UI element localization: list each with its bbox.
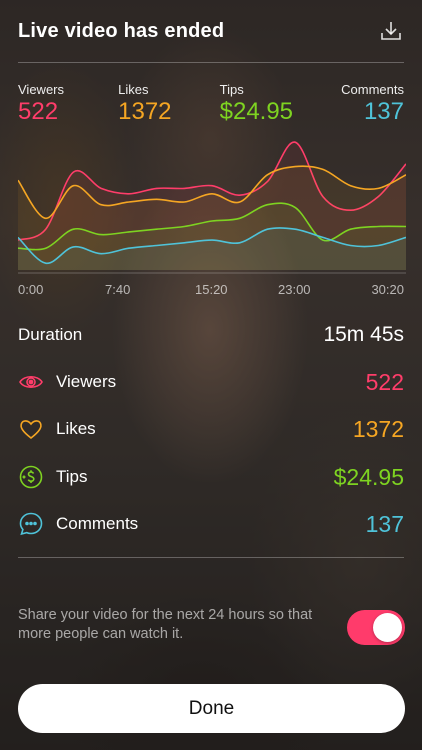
series-line-tips xyxy=(18,202,406,251)
stat-label: Viewers xyxy=(18,82,65,97)
metric-label: Likes xyxy=(56,419,96,438)
series-area-likes xyxy=(18,166,406,270)
metric-row-tips: Tips $24.95 xyxy=(18,462,404,492)
header-divider xyxy=(18,62,404,63)
duration-value: 15m 45s xyxy=(323,323,404,346)
metric-value: $24.95 xyxy=(333,463,404,490)
metrics-divider xyxy=(18,557,404,558)
metric-label: Viewers xyxy=(56,372,117,391)
stat-label: Tips xyxy=(219,82,244,97)
stat-value: 522 xyxy=(18,98,59,125)
series-area-viewers xyxy=(18,142,406,270)
metric-value: 522 xyxy=(365,368,404,395)
metric-row-comments: Comments 137 xyxy=(18,509,404,539)
header: Live video has ended xyxy=(18,14,404,48)
share-description: Share your video for the next 24 hours s… xyxy=(18,607,313,642)
chart-svg xyxy=(18,141,406,274)
series-line-comments xyxy=(18,227,406,265)
stat-viewers: Viewers 522 xyxy=(18,82,64,126)
metric-row-viewers: Viewers 522 xyxy=(18,367,404,397)
stat-value: 1372 xyxy=(118,98,172,125)
done-button[interactable]: Done xyxy=(18,684,405,733)
stat-value: $24.95 xyxy=(219,98,294,125)
stat-likes: Likes 1372 xyxy=(118,82,171,126)
x-tick: 7:40 xyxy=(105,282,131,297)
series-line-viewers xyxy=(18,141,406,241)
page-title: Live video has ended xyxy=(18,19,225,42)
activity-chart xyxy=(18,130,406,275)
stat-label: Comments xyxy=(341,82,404,97)
duration-row: Duration 15m 45s xyxy=(18,323,404,347)
stat-label: Likes xyxy=(118,82,149,97)
metric-row-likes: Likes 1372 xyxy=(18,414,404,444)
series-area-comments xyxy=(18,227,406,270)
x-axis-ticks: 0:00 7:40 15:20 23:00 30:20 xyxy=(18,282,404,298)
heart-icon xyxy=(18,416,44,442)
comment-icon xyxy=(18,511,44,537)
tips-icon xyxy=(18,464,44,490)
series-line-likes xyxy=(18,165,406,220)
stat-tips: Tips $24.95 xyxy=(220,82,293,126)
metric-label: Tips xyxy=(56,467,88,486)
eye-icon xyxy=(18,369,44,395)
metric-value: 137 xyxy=(365,510,404,537)
x-tick: 23:00 xyxy=(278,282,311,297)
series-area-tips xyxy=(18,203,406,270)
duration-label: Duration xyxy=(18,325,83,344)
metric-value: 1372 xyxy=(352,415,404,442)
metric-label: Comments xyxy=(56,514,139,533)
stats-summary: Viewers 522 Likes 1372 Tips $24.95 Comme… xyxy=(18,82,404,126)
share-toggle[interactable] xyxy=(347,610,405,645)
stat-value: 137 xyxy=(363,98,404,125)
download-icon[interactable] xyxy=(378,18,404,44)
x-tick: 15:20 xyxy=(195,282,228,297)
stat-comments: Comments 137 xyxy=(341,82,404,126)
toggle-knob xyxy=(373,613,402,642)
x-tick: 30:20 xyxy=(371,282,404,297)
x-tick: 0:00 xyxy=(18,282,44,297)
